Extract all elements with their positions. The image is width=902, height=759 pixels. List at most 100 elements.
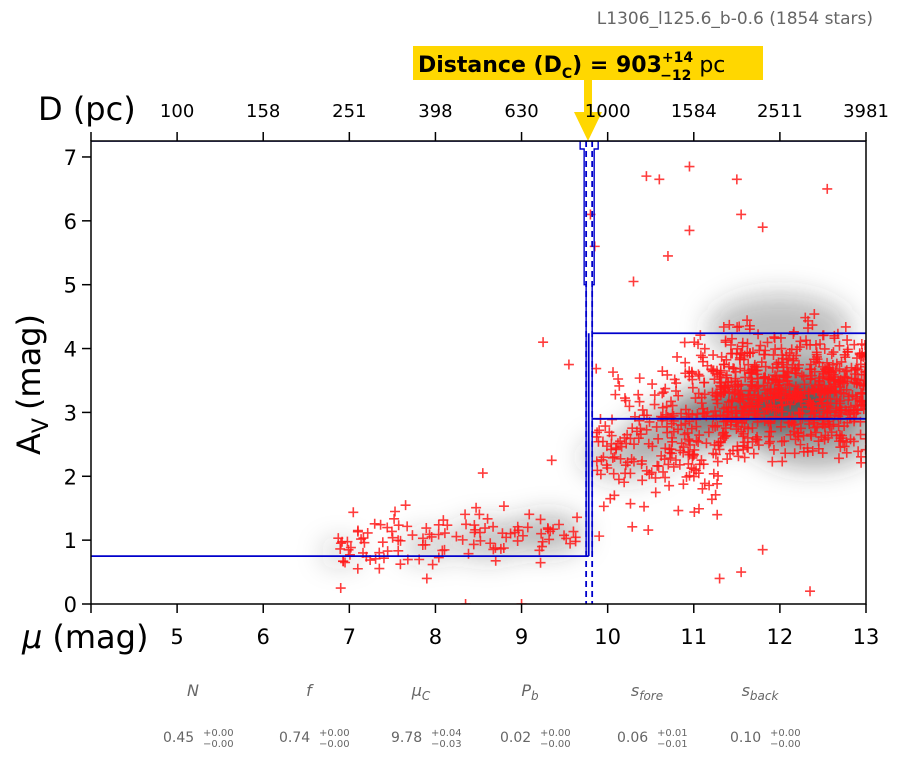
param-minus-error: −0.00 [319,739,350,750]
star-point [627,521,638,532]
star-point [668,461,679,472]
distance-label-unit: pc [699,53,725,78]
star-point [719,359,730,370]
star-point [740,372,751,383]
star-point [620,468,631,479]
param-minus-error: −0.00 [770,739,801,750]
star-point [784,411,795,422]
y-axis-title-main: A [10,433,48,455]
star-point [495,543,506,554]
star-point [393,545,404,556]
star-point [433,552,444,563]
star-point [851,363,862,374]
star-point [728,363,739,374]
star-point [732,441,743,452]
star-point [667,400,678,411]
star-point [442,520,453,531]
star-point [378,553,389,564]
star-point [498,501,509,512]
star-point [607,452,618,463]
star-point [762,337,773,348]
star-point [784,380,795,391]
star-point [460,509,471,520]
star-point [670,386,681,397]
star-point [662,250,673,261]
star-point [745,368,756,379]
star-point [691,435,702,446]
star-point [789,426,800,437]
star-point [395,559,406,570]
star-point [806,430,817,441]
star-point [765,418,776,429]
star-point [619,432,630,443]
star-point [389,513,400,524]
star-point [828,347,839,358]
star-point [747,376,758,387]
star-point [766,403,777,414]
top-tick-label: 158 [246,101,280,122]
star-point [716,378,727,389]
star-point [831,394,842,405]
star-point [699,377,710,388]
star-point [649,390,660,401]
param-minus-error: −0.00 [540,739,571,750]
star-point [755,340,766,351]
star-point [830,385,841,396]
star-point [393,535,404,546]
star-point [629,439,640,450]
star-point [657,402,668,413]
top-tick-label: 630 [504,101,538,122]
star-point [710,421,721,432]
star-point [402,521,413,532]
star-point [693,339,704,350]
star-point [776,436,787,447]
top-tick-label: 1584 [671,101,717,122]
star-point [382,546,393,557]
star-point [693,436,704,447]
star-point [400,500,411,511]
star-point [686,423,697,434]
star-point [812,421,823,432]
param-symbol: μ [411,681,422,700]
star-point [695,350,706,361]
star-point [601,441,612,452]
star-point [718,411,729,422]
star-point [535,557,546,568]
star-point [536,528,547,539]
y-tick-label: 2 [64,465,77,489]
star-point [819,343,830,354]
star-point [469,520,480,531]
star-point [708,468,719,479]
star-point [663,459,674,470]
star-point [666,432,677,443]
top-tick-label: 3981 [843,101,889,122]
star-point [604,427,615,438]
star-point [680,357,691,368]
star-point [697,483,708,494]
star-point [796,370,807,381]
y-tick-label: 7 [64,146,77,170]
star-point [761,404,772,415]
star-point [622,457,633,468]
star-point [650,487,661,498]
star-point [708,350,719,361]
star-point [664,447,675,458]
star-point [778,370,789,381]
star-point [817,398,828,409]
distance-highlight-box [413,46,763,80]
star-point [807,445,818,456]
star-point [595,469,606,480]
star-point [699,478,710,489]
star-point [591,363,602,374]
star-point [672,351,683,362]
star-point [841,447,852,458]
star-point [468,539,479,550]
star-point [770,344,781,355]
param-value-number: 0.06 [617,730,648,746]
star-point [739,437,750,448]
star-point [678,479,689,490]
star-point [830,365,841,376]
star-point [480,523,491,534]
star-point [788,353,799,364]
star-point [736,209,747,220]
